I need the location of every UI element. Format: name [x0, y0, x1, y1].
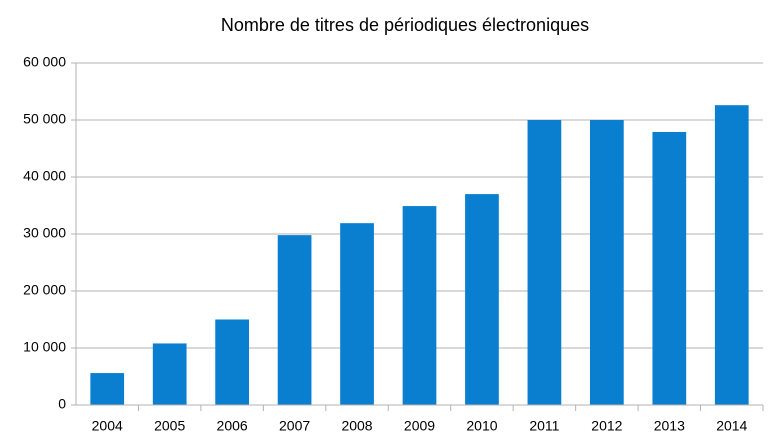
bar [90, 373, 125, 405]
bar [590, 120, 624, 405]
bar [152, 343, 187, 405]
x-tick-label: 2006 [217, 418, 248, 434]
y-tick-label: 60 000 [23, 54, 66, 70]
x-tick-label: 2007 [279, 418, 310, 434]
bar [215, 319, 249, 405]
x-tick-label: 2014 [716, 418, 747, 434]
bar [277, 235, 312, 405]
y-tick-label: 40 000 [23, 168, 66, 184]
y-tick-label: 50 000 [23, 111, 66, 127]
bar [465, 194, 499, 405]
x-tick-label: 2009 [404, 418, 435, 434]
bar [652, 131, 687, 405]
y-tick-label: 20 000 [23, 282, 66, 298]
x-tick-label: 2004 [92, 418, 123, 434]
x-tick-label: 2010 [466, 418, 497, 434]
bar [402, 206, 437, 405]
y-tick-label: 0 [58, 396, 66, 412]
x-tick-label: 2008 [341, 418, 372, 434]
bar [714, 105, 749, 406]
y-tick-label: 30 000 [23, 225, 66, 241]
bar [527, 120, 562, 405]
bar [340, 223, 374, 405]
chart-title: Nombre de titres de périodiques électron… [221, 15, 589, 35]
x-tick-label: 2013 [654, 418, 685, 434]
y-tick-label: 10 000 [23, 339, 66, 355]
x-tick-label: 2012 [591, 418, 622, 434]
x-tick-label: 2011 [529, 418, 559, 434]
x-tick-label: 2005 [154, 418, 185, 434]
